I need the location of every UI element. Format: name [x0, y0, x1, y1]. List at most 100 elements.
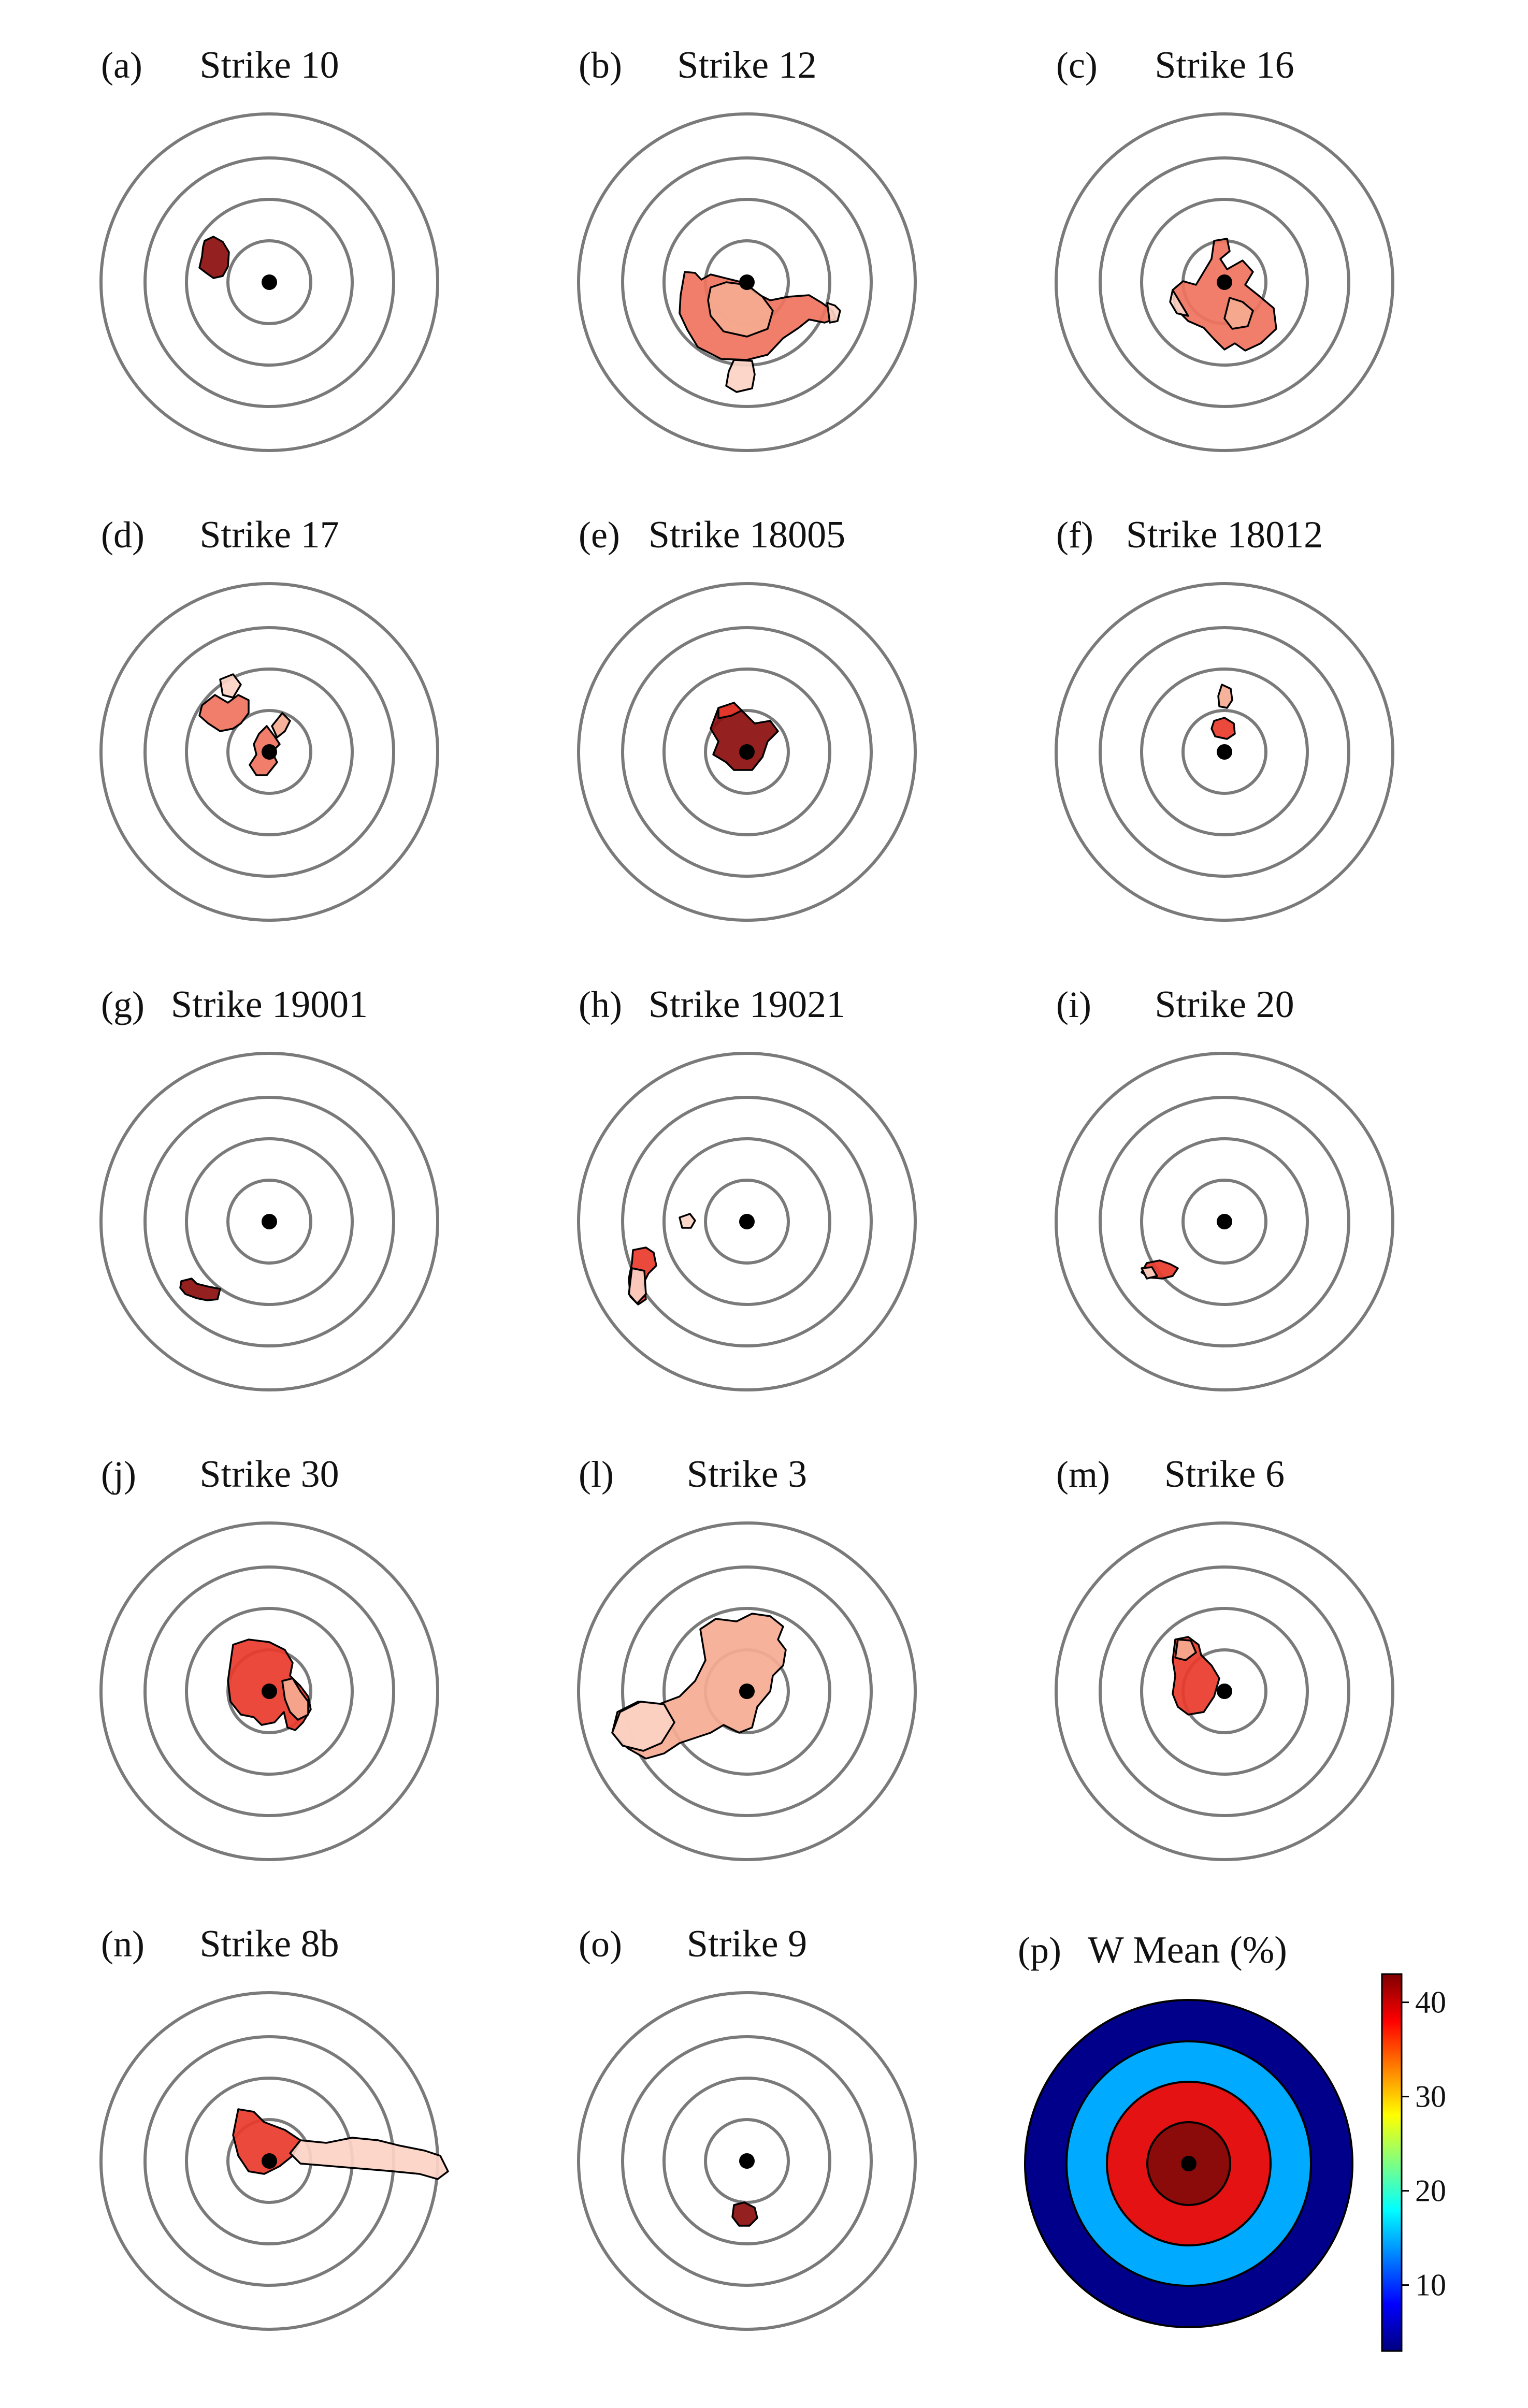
panels-layer: (a) Strike 10 (b) Strike 12 (c) Strike 16 (d) S… — [99, 44, 1394, 2331]
target-center-dot — [262, 2153, 277, 2169]
heat-region — [1217, 684, 1233, 709]
panel-letter: (f) — [1056, 514, 1093, 556]
target-center-dot — [262, 744, 277, 760]
panel-letter: (j) — [101, 1454, 136, 1495]
target-center-dot — [739, 274, 755, 290]
target-center-dot — [739, 1684, 755, 1699]
target-ring-2 — [185, 1137, 354, 1306]
heat-region — [281, 1677, 309, 1721]
target-ring-3 — [621, 1565, 873, 1817]
panel-title: Strike 18012 — [1126, 514, 1323, 556]
heat-region — [611, 1701, 675, 1752]
panel-letter: (e) — [579, 514, 620, 556]
target-ring-3 — [621, 1096, 873, 1347]
target-center-dot — [739, 744, 755, 760]
target-ring-4 — [577, 1521, 917, 1861]
panel-title: Strike 9 — [687, 1923, 807, 1965]
target-ring-3 — [621, 2035, 873, 2287]
panel-title: Strike 20 — [1155, 983, 1294, 1026]
heat-region — [717, 702, 743, 719]
target-ring-3 — [1099, 1565, 1350, 1817]
panel-2: (b) Strike 12 — [577, 44, 917, 452]
target-ring-2 — [185, 668, 354, 836]
target-ring-1 — [226, 709, 312, 795]
target-ring-3 — [143, 1096, 395, 1347]
heat-region — [826, 302, 841, 324]
target-ring-4 — [577, 1052, 917, 1391]
heat-region — [731, 2201, 758, 2227]
panel-title: Strike 18005 — [648, 514, 845, 556]
colorbar: 10 20 30 40 — [1381, 1973, 1446, 2352]
target-ring-2 — [662, 2077, 831, 2245]
target-ring-4 — [99, 1052, 439, 1391]
panel-9: (i) Strike 20 — [1055, 983, 1394, 1391]
target-ring-2 — [1140, 1137, 1309, 1306]
panel-title: Strike 12 — [677, 44, 816, 86]
panel-13: (n) Strike 8b — [99, 1923, 449, 2331]
panel-title: Strike 19001 — [171, 983, 368, 1026]
colorbar-tick-label: 20 — [1415, 2174, 1446, 2208]
target-ring-1 — [226, 1179, 312, 1265]
target-ring-3 — [621, 626, 873, 878]
target-ring-4 — [1055, 1052, 1394, 1391]
heat-region — [289, 2137, 449, 2180]
heat-region — [198, 694, 250, 732]
target-ring-4 — [577, 1991, 917, 2331]
panel-letter: (g) — [101, 984, 145, 1025]
panel-letter: (o) — [579, 1923, 622, 1965]
target-center-dot — [1217, 1684, 1232, 1699]
panel-letter: (c) — [1056, 45, 1098, 86]
heat-region — [1174, 1638, 1197, 1661]
colorbar-tick-label: 30 — [1415, 2080, 1446, 2114]
target-ring-4 — [1055, 1521, 1394, 1861]
panel-title: Strike 19021 — [648, 983, 845, 1026]
panel-4: (d) Strike 17 — [99, 514, 439, 922]
target-center-dot — [262, 1214, 277, 1229]
panel-letter: (n) — [101, 1923, 145, 1965]
heat-region — [1169, 289, 1189, 317]
target-ring-2 — [1140, 1607, 1309, 1776]
target-ring-1 — [1181, 1179, 1267, 1265]
heat-region — [198, 236, 230, 279]
panel-3: (c) Strike 16 — [1055, 44, 1394, 452]
panel-letter: (l) — [579, 1454, 614, 1495]
panel-5: (e) Strike 18005 — [577, 514, 917, 922]
panel-title: Strike 3 — [687, 1453, 807, 1496]
target-ring-3 — [1099, 156, 1350, 408]
panel-8: (h) Strike 19021 — [577, 983, 917, 1391]
mean-panel: (p) W Mean (%) 10 20 30 40 — [1018, 1929, 1446, 2352]
panel-11: (l) Strike 3 — [577, 1453, 917, 1861]
target-ring-2 — [662, 668, 831, 836]
colorbar-tick-label: 40 — [1415, 1985, 1446, 2020]
target-ring-3 — [621, 156, 873, 408]
target-center-dot — [262, 274, 277, 290]
panel-title: Strike 16 — [1155, 44, 1294, 86]
target-center-dot — [1181, 2156, 1197, 2171]
heat-region — [1223, 297, 1254, 330]
heat-region — [628, 1267, 647, 1304]
target-ring-3 — [1099, 626, 1350, 878]
panel-7: (g) Strike 19001 — [99, 983, 439, 1391]
panel-title: Strike 30 — [199, 1453, 339, 1496]
target-center-dot — [739, 1214, 755, 1229]
target-ring-3 — [143, 1565, 395, 1817]
panel-14: (o) Strike 9 — [577, 1923, 917, 2331]
heat-region — [679, 1213, 696, 1229]
heat-region — [232, 2108, 301, 2175]
heat-region — [271, 712, 291, 738]
target-ring-4 — [1055, 582, 1394, 922]
target-ring-1 — [226, 239, 312, 325]
target-ring-3 — [1099, 1096, 1350, 1347]
target-ring-2 — [662, 1137, 831, 1306]
target-ring-2 — [1140, 668, 1309, 836]
panel-title: Strike 17 — [199, 514, 339, 556]
panel-letter: (i) — [1056, 984, 1091, 1025]
target-ring-4 — [99, 112, 439, 452]
target-ring-1 — [704, 709, 790, 795]
target-ring-4 — [577, 582, 917, 922]
panel-1: (a) Strike 10 — [99, 44, 439, 452]
target-ring-4 — [99, 582, 439, 922]
heat-region — [1210, 717, 1236, 740]
panel-title: Strike 8b — [199, 1923, 339, 1965]
target-ring-4 — [99, 1521, 439, 1861]
